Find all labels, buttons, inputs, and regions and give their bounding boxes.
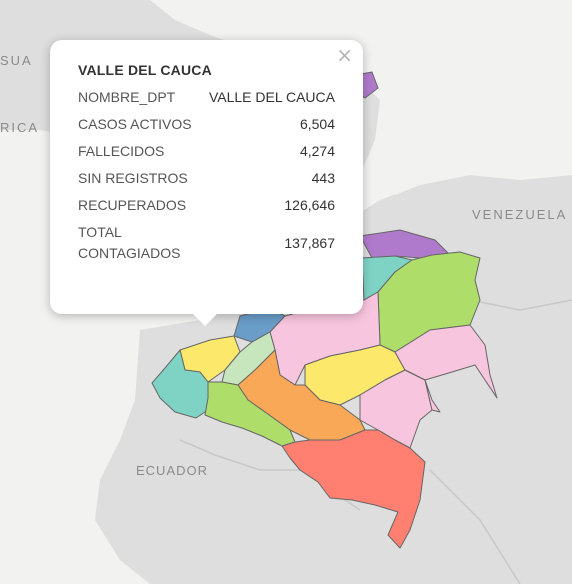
dept-amazonas[interactable]	[281, 429, 426, 549]
label-venezuela: VENEZUELA	[472, 207, 568, 222]
popup-field-value: VALLE DEL CAUCA	[208, 89, 335, 105]
popup-field-value: 443	[311, 170, 335, 186]
popup-field-name: TOTAL CONTAGIADOS	[78, 224, 181, 261]
cuba-island	[0, 0, 60, 30]
popup-row: NOMBRE_DPT VALLE DEL CAUCA	[78, 84, 335, 111]
close-icon[interactable]: ×	[336, 43, 353, 67]
popup-field-value: 137,867	[284, 234, 335, 251]
popup-row: CASOS ACTIVOS 6,504	[78, 111, 335, 138]
popup-row: SIN REGISTROS 443	[78, 165, 335, 192]
popup-title: VALLE DEL CAUCA	[78, 62, 212, 78]
popup-field-name: RECUPERADOS	[78, 197, 187, 213]
dept-vaupes-fragment[interactable]	[404, 369, 441, 413]
label-usa-fragment: SUA	[0, 53, 33, 68]
caribbean-coast	[390, 150, 572, 195]
popup-field-name: CASOS ACTIVOS	[78, 116, 192, 132]
popup-field-value: 6,504	[299, 116, 335, 132]
dept-meta-east[interactable]	[359, 369, 433, 449]
popup-field-name: FALLECIDOS	[78, 143, 165, 159]
popup-field-value: 4,274	[299, 143, 335, 159]
popup-attribute-table: NOMBRE_DPT VALLE DEL CAUCA CASOS ACTIVOS 6,…	[78, 84, 335, 267]
popup-pointer	[193, 314, 217, 326]
label-rica-fragment: RICA	[0, 120, 40, 135]
feature-popup: × VALLE DEL CAUCA NOMBRE_DPT VALLE DEL CA…	[50, 40, 363, 326]
popup-field-value: 126,646	[284, 197, 335, 213]
popup-row: RECUPERADOS 126,646	[78, 192, 335, 219]
popup-field-name: SIN REGISTROS	[78, 170, 188, 186]
popup-row: TOTAL CONTAGIADOS 137,867	[78, 219, 335, 267]
popup-row: FALLECIDOS 4,274	[78, 138, 335, 165]
label-ecuador: ECUADOR	[136, 463, 209, 478]
popup-field-name: NOMBRE_DPT	[78, 89, 176, 105]
